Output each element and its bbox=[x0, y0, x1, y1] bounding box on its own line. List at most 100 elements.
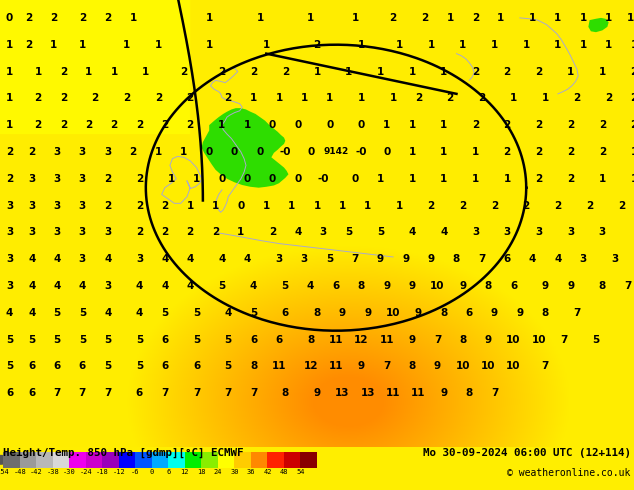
Polygon shape bbox=[588, 18, 609, 32]
Text: 1: 1 bbox=[237, 227, 245, 237]
Text: 2: 2 bbox=[605, 93, 612, 103]
Text: 2: 2 bbox=[472, 67, 479, 76]
Text: 7: 7 bbox=[573, 308, 581, 318]
Text: 54: 54 bbox=[296, 469, 305, 475]
Text: 4: 4 bbox=[408, 227, 416, 237]
Text: 6: 6 bbox=[275, 335, 283, 344]
Text: 3: 3 bbox=[611, 254, 619, 264]
Text: 2: 2 bbox=[155, 93, 162, 103]
Text: 3: 3 bbox=[567, 227, 574, 237]
Text: 6: 6 bbox=[6, 388, 13, 398]
Text: 48: 48 bbox=[280, 469, 288, 475]
Text: 1: 1 bbox=[34, 67, 42, 76]
Bar bbox=[36, 452, 53, 467]
Text: -42: -42 bbox=[30, 469, 42, 475]
Text: 2: 2 bbox=[60, 120, 67, 130]
Text: 6: 6 bbox=[28, 362, 36, 371]
Text: 5: 5 bbox=[79, 308, 86, 318]
Text: 1: 1 bbox=[205, 13, 213, 23]
Text: 8: 8 bbox=[484, 281, 492, 291]
Text: 8: 8 bbox=[358, 281, 365, 291]
Text: 2: 2 bbox=[104, 200, 112, 211]
Text: 4: 4 bbox=[28, 254, 36, 264]
Text: 5: 5 bbox=[161, 308, 169, 318]
Text: 3: 3 bbox=[53, 200, 61, 211]
Text: 9: 9 bbox=[516, 308, 524, 318]
Text: 6: 6 bbox=[281, 308, 289, 318]
Text: 1: 1 bbox=[510, 93, 517, 103]
Text: 2: 2 bbox=[478, 93, 486, 103]
Text: 7: 7 bbox=[541, 362, 549, 371]
Text: 0: 0 bbox=[237, 200, 245, 211]
Text: 0: 0 bbox=[256, 147, 264, 157]
Text: 2: 2 bbox=[535, 120, 543, 130]
Text: 5: 5 bbox=[104, 335, 112, 344]
Text: 8: 8 bbox=[307, 335, 314, 344]
Text: 4: 4 bbox=[243, 254, 251, 264]
Text: 1: 1 bbox=[383, 120, 391, 130]
Text: 2: 2 bbox=[503, 67, 511, 76]
Text: 1: 1 bbox=[180, 147, 188, 157]
Text: 5: 5 bbox=[592, 335, 600, 344]
Text: 3: 3 bbox=[104, 281, 112, 291]
Bar bbox=[251, 452, 268, 467]
Text: 0: 0 bbox=[231, 147, 238, 157]
Text: 4: 4 bbox=[79, 281, 86, 291]
Text: 3: 3 bbox=[275, 254, 283, 264]
Text: 6: 6 bbox=[465, 308, 473, 318]
Text: 7: 7 bbox=[491, 388, 498, 398]
Bar bbox=[3, 452, 20, 467]
Text: 1: 1 bbox=[408, 147, 416, 157]
Text: 3: 3 bbox=[79, 254, 86, 264]
Text: 1: 1 bbox=[598, 174, 606, 184]
Text: 10: 10 bbox=[481, 362, 495, 371]
Text: 0: 0 bbox=[243, 174, 251, 184]
Text: 1: 1 bbox=[250, 93, 257, 103]
Text: 2: 2 bbox=[281, 67, 289, 76]
Text: 2: 2 bbox=[427, 200, 435, 211]
Text: 2: 2 bbox=[60, 67, 67, 76]
Bar bbox=[135, 452, 152, 467]
Text: 3: 3 bbox=[79, 174, 86, 184]
Text: 2: 2 bbox=[491, 200, 498, 211]
Text: 2: 2 bbox=[129, 147, 137, 157]
Text: 12: 12 bbox=[354, 335, 368, 344]
Text: 8: 8 bbox=[250, 362, 257, 371]
Text: 2: 2 bbox=[389, 13, 397, 23]
Text: 1: 1 bbox=[472, 174, 479, 184]
Text: 1: 1 bbox=[212, 200, 219, 211]
Text: 3: 3 bbox=[53, 174, 61, 184]
Bar bbox=[20, 452, 36, 467]
Bar bbox=[235, 452, 251, 467]
Bar bbox=[53, 452, 69, 467]
Text: -12: -12 bbox=[112, 469, 125, 475]
Text: 1: 1 bbox=[205, 40, 213, 49]
Text: 7: 7 bbox=[383, 362, 391, 371]
Text: 9: 9 bbox=[408, 335, 416, 344]
Text: 4: 4 bbox=[28, 308, 36, 318]
Text: 1: 1 bbox=[567, 67, 574, 76]
Text: 1: 1 bbox=[503, 174, 511, 184]
Text: 2: 2 bbox=[415, 93, 422, 103]
Text: 2: 2 bbox=[136, 120, 143, 130]
Text: 2: 2 bbox=[535, 67, 543, 76]
Text: 2: 2 bbox=[186, 120, 194, 130]
Text: 1: 1 bbox=[186, 200, 194, 211]
Text: 2: 2 bbox=[598, 147, 606, 157]
Text: 9: 9 bbox=[427, 254, 435, 264]
Text: 3: 3 bbox=[472, 227, 479, 237]
Text: 1: 1 bbox=[364, 200, 372, 211]
Text: 4: 4 bbox=[218, 254, 226, 264]
Text: 2: 2 bbox=[554, 200, 562, 211]
Text: 9: 9 bbox=[408, 281, 416, 291]
Text: 2: 2 bbox=[567, 147, 574, 157]
Text: 2: 2 bbox=[472, 120, 479, 130]
Text: 0: 0 bbox=[294, 174, 302, 184]
Text: 2: 2 bbox=[218, 67, 226, 76]
Text: -18: -18 bbox=[96, 469, 108, 475]
Text: © weatheronline.co.uk: © weatheronline.co.uk bbox=[507, 468, 631, 478]
Text: 1: 1 bbox=[630, 174, 634, 184]
Text: 7: 7 bbox=[434, 335, 441, 344]
Text: 2: 2 bbox=[598, 120, 606, 130]
Text: 1: 1 bbox=[440, 67, 448, 76]
